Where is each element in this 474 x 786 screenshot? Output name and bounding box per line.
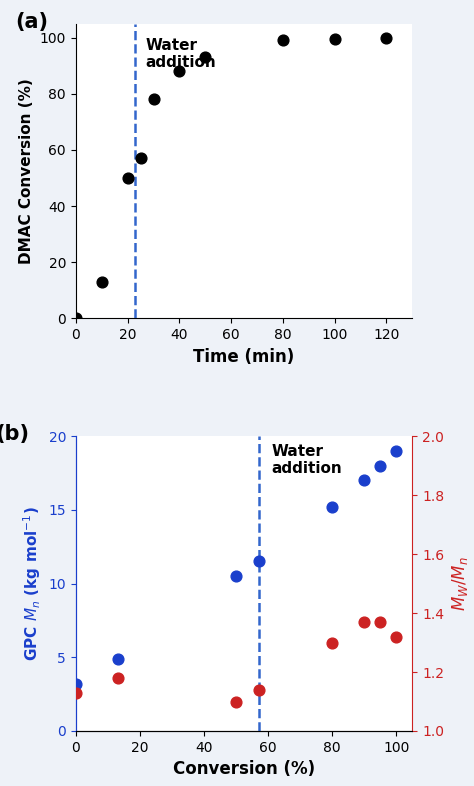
Point — [376, 459, 384, 472]
Y-axis label: DMAC Conversion (%): DMAC Conversion (%) — [19, 78, 34, 264]
Point — [328, 637, 336, 649]
Y-axis label: GPC $\mathit{M}_n$ (kg mol$^{-1}$): GPC $\mathit{M}_n$ (kg mol$^{-1}$) — [21, 506, 43, 661]
Text: Water
addition: Water addition — [271, 443, 342, 476]
Text: Water
addition: Water addition — [146, 38, 217, 70]
X-axis label: Time (min): Time (min) — [193, 347, 295, 365]
Point — [124, 171, 131, 184]
Point — [279, 34, 287, 46]
Point — [232, 696, 240, 708]
Point — [137, 152, 145, 164]
Point — [98, 276, 106, 288]
Point — [201, 51, 209, 64]
Point — [383, 31, 390, 44]
Text: (a): (a) — [15, 12, 48, 31]
Point — [392, 630, 400, 643]
Point — [392, 445, 400, 457]
Point — [255, 555, 262, 567]
Point — [72, 678, 80, 690]
Y-axis label: $\mathit{M}_W/\mathit{M}_n$: $\mathit{M}_W/\mathit{M}_n$ — [450, 556, 470, 611]
Point — [72, 686, 80, 699]
X-axis label: Conversion (%): Conversion (%) — [173, 760, 315, 778]
Point — [150, 93, 157, 105]
Text: (b): (b) — [0, 424, 29, 444]
Point — [255, 684, 262, 696]
Point — [175, 65, 183, 78]
Point — [114, 671, 121, 684]
Point — [361, 474, 368, 487]
Point — [361, 615, 368, 628]
Point — [331, 33, 338, 46]
Point — [72, 312, 80, 325]
Point — [232, 570, 240, 582]
Point — [328, 501, 336, 513]
Point — [114, 652, 121, 665]
Point — [376, 615, 384, 628]
